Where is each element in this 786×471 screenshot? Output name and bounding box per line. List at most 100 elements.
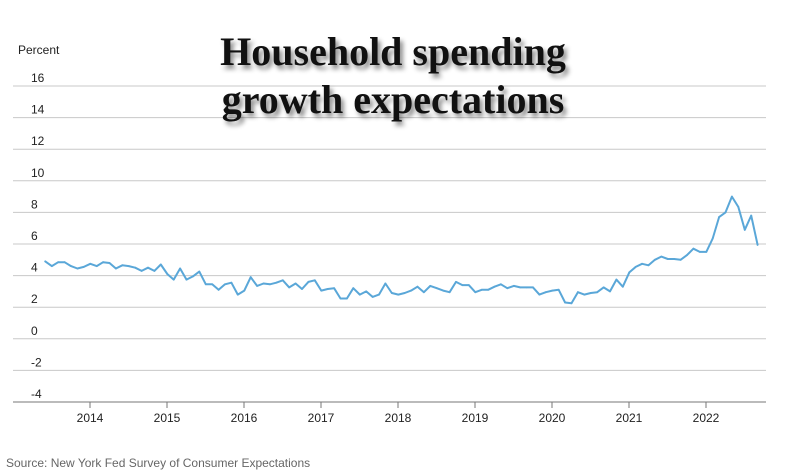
- data-point: [698, 251, 701, 253]
- y-tick-label: 12: [31, 134, 45, 148]
- data-point: [121, 264, 124, 267]
- data-point: [596, 291, 599, 294]
- data-point: [352, 287, 355, 290]
- data-point: [346, 297, 348, 300]
- x-tick-label: 2019: [462, 411, 489, 425]
- data-point: [461, 284, 464, 286]
- data-point: [127, 265, 130, 267]
- y-tick-label: 14: [31, 103, 45, 117]
- data-point: [147, 266, 149, 269]
- data-point: [307, 281, 310, 283]
- data-point: [224, 283, 226, 286]
- x-tick-label: 2014: [77, 411, 104, 425]
- data-point: [609, 290, 611, 293]
- data-point: [654, 258, 656, 261]
- data-point: [211, 283, 214, 286]
- x-tick-label: 2016: [231, 411, 258, 425]
- data-point: [192, 275, 194, 278]
- data-point: [628, 271, 631, 274]
- data-point: [230, 281, 233, 284]
- data-point: [44, 260, 47, 263]
- data-point: [371, 296, 374, 298]
- data-point: [50, 265, 53, 267]
- x-tick-label: 2020: [539, 411, 566, 425]
- data-point: [262, 282, 265, 285]
- data-point: [217, 288, 220, 291]
- y-tick-label: -2: [31, 355, 42, 369]
- data-point: [269, 283, 271, 286]
- data-point: [525, 286, 528, 289]
- x-tick-label: 2018: [385, 411, 412, 425]
- y-axis-label: Percent: [18, 43, 60, 57]
- data-point: [179, 267, 182, 270]
- data-point: [544, 291, 547, 294]
- data-point: [448, 291, 451, 294]
- data-point: [294, 282, 297, 285]
- data-point: [275, 281, 278, 284]
- data-point: [455, 281, 457, 283]
- x-tick-label: 2021: [616, 411, 643, 425]
- data-point: [339, 297, 342, 300]
- y-tick-label: 10: [31, 166, 45, 180]
- data-point: [140, 270, 143, 272]
- data-point: [288, 286, 291, 289]
- series-group: [44, 195, 759, 305]
- data-point: [711, 237, 714, 240]
- data-point: [756, 243, 759, 246]
- data-point: [743, 228, 746, 231]
- y-tick-label: -4: [31, 387, 42, 401]
- data-point: [159, 263, 162, 266]
- data-point: [76, 267, 79, 270]
- data-point: [134, 266, 137, 269]
- data-point: [236, 293, 239, 296]
- data-point: [378, 293, 380, 296]
- chart-title: Household spending growth expectations: [0, 28, 786, 124]
- data-point: [326, 288, 329, 290]
- data-point: [731, 195, 733, 198]
- data-point: [705, 251, 708, 253]
- data-point: [564, 301, 566, 304]
- y-tick-label: 6: [31, 229, 38, 243]
- data-point: [480, 288, 483, 291]
- data-point: [153, 270, 156, 272]
- data-point: [108, 262, 111, 264]
- y-tick-label: 2: [31, 292, 38, 306]
- data-point: [429, 285, 432, 287]
- chart-title-line-1: Household spending: [220, 29, 566, 74]
- data-point: [641, 262, 643, 265]
- data-point: [500, 283, 502, 286]
- data-point: [493, 285, 496, 288]
- data-point: [358, 293, 361, 296]
- data-point: [95, 265, 98, 267]
- y-tick-label: 8: [31, 197, 38, 211]
- data-point: [487, 288, 489, 291]
- x-tick-label: 2015: [154, 411, 181, 425]
- data-point: [570, 302, 573, 305]
- data-point: [423, 291, 425, 294]
- data-point: [172, 278, 175, 281]
- data-point: [512, 285, 515, 287]
- data-point: [166, 273, 169, 275]
- tick-labels: 16 14 12 10 8 6 4 2 0 -2 -4 2014 2015 2016 2017 2018 201…: [31, 71, 720, 425]
- data-point: [313, 279, 316, 282]
- y-tick-label: 0: [31, 324, 38, 338]
- data-point: [602, 286, 605, 289]
- data-point: [397, 293, 400, 296]
- data-point: [557, 288, 560, 291]
- data-point: [532, 286, 534, 289]
- data-point: [589, 292, 592, 294]
- data-point: [243, 289, 246, 292]
- data-point: [538, 293, 541, 296]
- data-point: [70, 265, 72, 267]
- y-tick-label: 4: [31, 261, 38, 275]
- data-point: [204, 283, 207, 286]
- data-point: [718, 216, 720, 219]
- data-point: [333, 287, 335, 290]
- data-point: [301, 288, 303, 290]
- data-point: [467, 284, 470, 286]
- data-point: [647, 264, 650, 267]
- data-point: [737, 206, 740, 208]
- data-point: [634, 266, 637, 268]
- data-point: [442, 289, 445, 292]
